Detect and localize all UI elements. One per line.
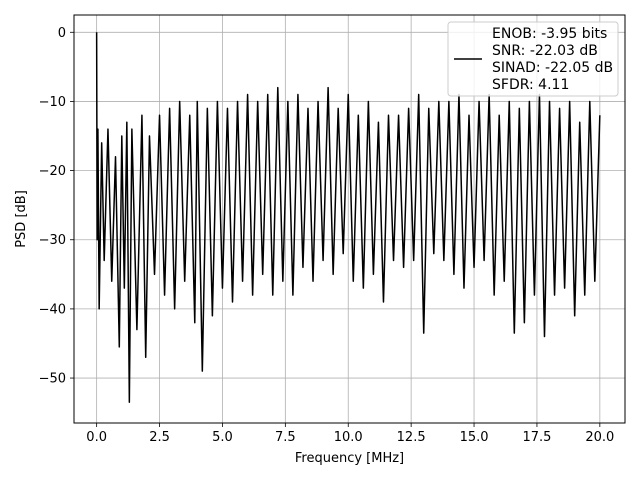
x-tick-label: 2.5 bbox=[149, 430, 170, 445]
x-tick-label: 20.0 bbox=[585, 430, 614, 445]
x-tick-label: 7.5 bbox=[275, 430, 296, 445]
psd-series bbox=[95, 32, 601, 403]
y-tick-label: −30 bbox=[39, 233, 66, 248]
y-tick-label: −40 bbox=[39, 302, 66, 317]
y-tick-label: −10 bbox=[39, 95, 66, 110]
y-tick-label: −50 bbox=[39, 372, 66, 387]
tick-marks bbox=[70, 31, 601, 427]
x-tick-label: 12.5 bbox=[397, 430, 426, 445]
x-tick-label: 10.0 bbox=[334, 430, 363, 445]
legend-sfdr: SFDR: 4.11 bbox=[492, 77, 569, 93]
psd-line bbox=[95, 32, 601, 403]
x-tick-label: 15.0 bbox=[460, 430, 489, 445]
legend: ENOB: -3.95 bits SNR: -22.03 dB SINAD: -… bbox=[447, 21, 619, 97]
legend-box bbox=[447, 21, 619, 97]
x-tick-label: 17.5 bbox=[522, 430, 551, 445]
legend-snr: SNR: -22.03 dB bbox=[492, 43, 598, 59]
legend-sinad: SINAD: -22.05 dB bbox=[492, 60, 613, 76]
tick-labels: 0.0 2.5 5.0 7.5 10.0 12.5 15.0 17.5 20.0 0 −10 −20 −… bbox=[39, 26, 615, 445]
legend-enob: ENOB: -3.95 bits bbox=[492, 26, 607, 42]
x-tick-label: 5.0 bbox=[212, 430, 233, 445]
y-tick-label: 0 bbox=[58, 26, 66, 41]
y-tick-label: −20 bbox=[39, 164, 66, 179]
y-axis-label: PSD [dB] bbox=[14, 190, 29, 248]
x-tick-label: 0.0 bbox=[86, 430, 107, 445]
axes-frame bbox=[73, 14, 626, 424]
x-axis-label: Frequency [MHz] bbox=[295, 451, 404, 466]
